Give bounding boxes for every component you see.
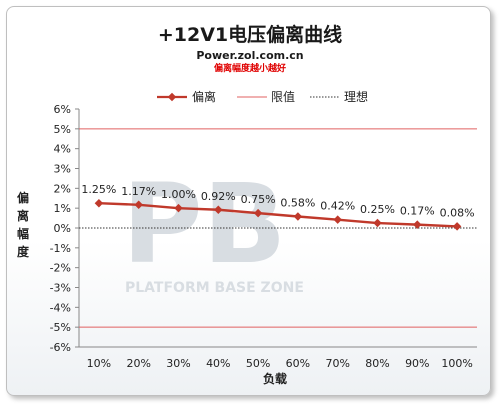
chart-note: 偏离幅度越小越好: [214, 62, 286, 74]
chart-card: PB PLATFORM BASE ZONE +12V1电压偏离曲线 Power.…: [6, 6, 491, 396]
legend: 偏离 限值 理想: [157, 89, 368, 104]
y-tick-label: -1%: [50, 242, 71, 255]
x-tick-label: 100%: [441, 357, 472, 370]
data-label: 1.00%: [161, 188, 196, 201]
data-point: [413, 220, 422, 229]
x-tick-label: 20%: [126, 357, 150, 370]
data-label: 0.17%: [400, 205, 435, 218]
data-label: 0.92%: [201, 190, 236, 203]
x-tick-label: 80%: [365, 357, 389, 370]
y-tick-label: 5%: [54, 123, 71, 136]
x-tick-label: 60%: [286, 357, 310, 370]
data-label: 0.25%: [360, 203, 395, 216]
x-tick-label: 50%: [246, 357, 270, 370]
watermark-text: PLATFORM BASE ZONE: [125, 280, 304, 296]
x-axis-title: 负载: [263, 371, 287, 386]
data-label: 0.42%: [320, 200, 355, 213]
x-tick-label: 70%: [325, 357, 349, 370]
y-tick-label: 0%: [54, 222, 71, 235]
y-tick-label: -4%: [50, 301, 71, 314]
chart-title: +12V1电压偏离曲线: [158, 23, 342, 46]
y-tick-label: 1%: [54, 202, 71, 215]
data-point: [373, 218, 382, 228]
data-label: 1.25%: [81, 183, 116, 196]
data-point: [333, 215, 342, 224]
y-tick-label: 6%: [54, 103, 71, 116]
chart: PB PLATFORM BASE ZONE +12V1电压偏离曲线 Power.…: [17, 23, 477, 386]
y-tick-label: -2%: [50, 262, 71, 275]
data-label: 1.17%: [121, 185, 156, 198]
x-tick-label: 90%: [405, 357, 429, 370]
data-label: 0.58%: [280, 196, 315, 209]
y-tick-label: -6%: [50, 341, 71, 354]
legend-item-limit: 限值: [237, 89, 295, 104]
data-point: [174, 203, 183, 213]
x-tick-label: 40%: [206, 357, 230, 370]
watermark-logo: PB: [122, 160, 286, 288]
data-point: [134, 200, 143, 210]
chart-subtitle: Power.zol.com.cn: [196, 49, 303, 62]
data-label: 0.08%: [440, 206, 475, 219]
legend-marker-deviation: [167, 92, 177, 102]
y-tick-label: -5%: [50, 321, 71, 334]
legend-item-deviation: 偏离: [157, 89, 216, 104]
x-tick-label: 30%: [166, 357, 190, 370]
data-point: [94, 198, 104, 208]
plot-area: 6% 5% 4% 3% 2% 1% 0% -1% -2% -3% -4% -5% -6% 10% 20% 30…: [50, 103, 477, 370]
legend-label-limit: 限值: [271, 89, 295, 104]
data-point: [253, 208, 263, 218]
data-point: [214, 205, 223, 214]
data-label: 0.75%: [241, 193, 276, 206]
legend-item-ideal: 理想: [310, 89, 368, 104]
data-point: [293, 212, 303, 221]
y-tick-label: 3%: [54, 163, 71, 176]
y-axis-title: 偏离幅度: [17, 190, 30, 259]
x-tick-label: 10%: [87, 357, 111, 370]
y-tick-label: -3%: [50, 282, 71, 295]
watermark: PB PLATFORM BASE ZONE: [122, 160, 304, 296]
data-point: [452, 222, 462, 231]
legend-label-deviation: 偏离: [192, 89, 216, 104]
series-line-deviation: [98, 202, 458, 228]
y-tick-label: 4%: [54, 143, 71, 156]
legend-label-ideal: 理想: [344, 89, 368, 104]
y-tick-label: 2%: [54, 182, 71, 195]
